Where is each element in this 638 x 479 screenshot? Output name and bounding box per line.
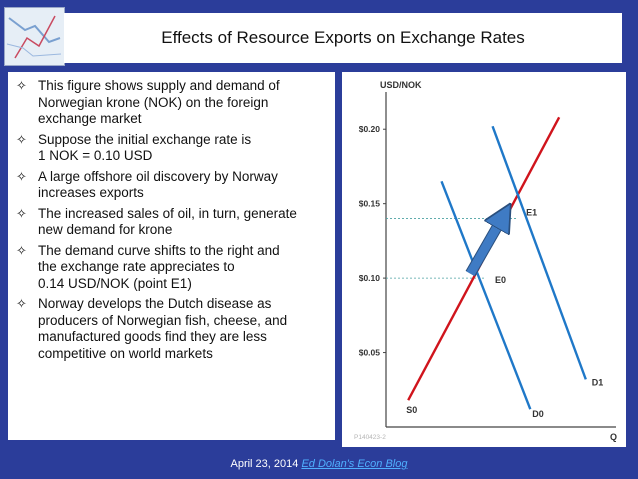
bullet-item: ✧ This figure shows supply and demand of…	[16, 78, 331, 128]
curve-d1	[491, 125, 587, 380]
y-tick-label: $0.15	[359, 199, 381, 209]
chart-curves	[407, 116, 587, 410]
star-bullet-icon: ✧	[16, 131, 27, 147]
bullet-item: ✧ Norway develops the Dutch disease as p…	[16, 296, 331, 362]
bullet-item: ✧ Suppose the initial exchange rate is 1…	[16, 132, 331, 165]
slide-title: Effects of Resource Exports on Exchange …	[64, 13, 622, 63]
bullet-item: ✧ A large offshore oil discovery by Norw…	[16, 169, 331, 202]
chart-labels: S0 D0 D1 E0 E1	[406, 208, 604, 419]
bullet-panel: ✧ This figure shows supply and demand of…	[8, 72, 335, 440]
point-label-e0: E0	[495, 275, 506, 285]
bullet-text: Suppose the initial exchange rate is 1 N…	[38, 131, 252, 164]
footer: April 23, 2014 Ed Dolan's Econ Blog	[0, 458, 638, 470]
y-tick-label: $0.20	[359, 124, 381, 134]
y-axis-title: USD/NOK	[380, 80, 422, 90]
bullet-text: The demand curve shifts to the right and…	[38, 242, 280, 291]
chart-panel: $0.20 $0.15 $0.10 $0.05 USD/NOK Q P140423-2 S0…	[342, 72, 626, 447]
shift-arrow	[466, 216, 503, 276]
watermark-label: P140423-2	[354, 434, 386, 441]
bullet-text: Norway develops the Dutch disease as pro…	[38, 296, 288, 361]
bullet-text: A large offshore oil discovery by Norway…	[38, 168, 278, 201]
point-label-e1: E1	[526, 208, 537, 218]
chart-axes: $0.20 $0.15 $0.10 $0.05 USD/NOK Q P140423-2	[354, 80, 617, 442]
slide-title-text: Effects of Resource Exports on Exchange …	[161, 28, 525, 47]
star-bullet-icon: ✧	[16, 168, 27, 184]
star-bullet-icon: ✧	[16, 78, 27, 93]
bullet-text: This figure shows supply and demand of N…	[38, 78, 280, 126]
exchange-rate-chart: $0.20 $0.15 $0.10 $0.05 USD/NOK Q P140423-2 S0…	[354, 80, 617, 442]
bullet-text: The increased sales of oil, in turn, gen…	[38, 205, 297, 238]
curve-label-d1: D1	[592, 377, 604, 387]
y-tick-label: $0.05	[359, 348, 381, 358]
bullet-item: ✧ The demand curve shifts to the right a…	[16, 243, 331, 293]
star-bullet-icon: ✧	[16, 296, 27, 311]
curve-label-d0: D0	[532, 409, 544, 419]
thumbnail-image	[4, 7, 65, 66]
star-bullet-icon: ✧	[16, 205, 27, 221]
curve-label-s0: S0	[406, 405, 417, 415]
x-axis-title: Q	[610, 432, 617, 442]
bullet-item: ✧ The increased sales of oil, in turn, g…	[16, 206, 331, 239]
curve-d0	[440, 180, 532, 410]
y-tick-label: $0.10	[359, 273, 381, 283]
blog-link[interactable]: Ed Dolan's Econ Blog	[301, 458, 408, 470]
star-bullet-icon: ✧	[16, 242, 27, 258]
footer-date: April 23, 2014	[230, 458, 302, 470]
